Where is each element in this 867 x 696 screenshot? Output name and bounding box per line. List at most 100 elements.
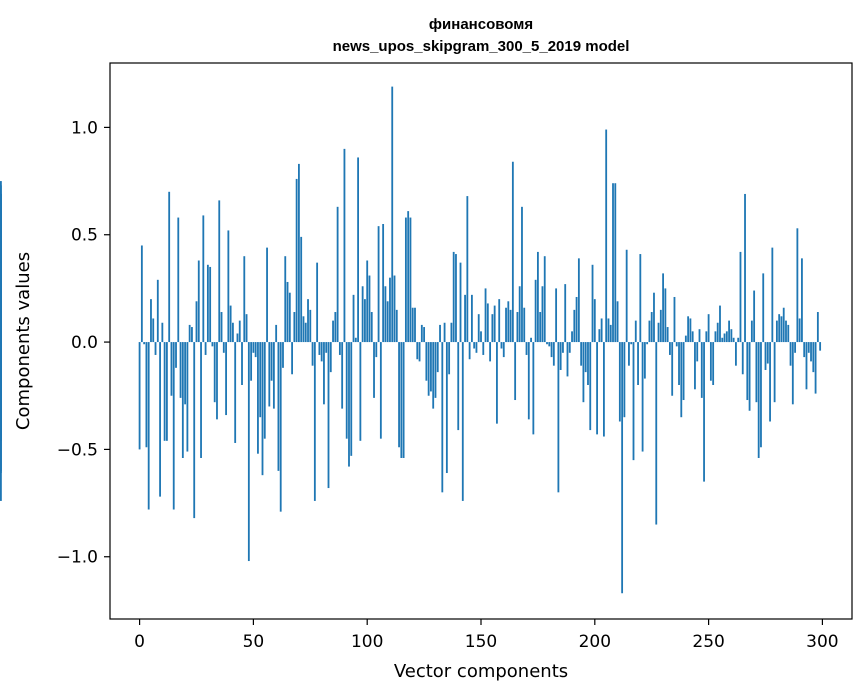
bar [657, 322, 660, 343]
bar [384, 286, 387, 343]
bar [459, 262, 462, 343]
bar [364, 299, 366, 343]
bar [493, 305, 496, 343]
bar [662, 273, 664, 343]
bar [678, 342, 680, 385]
bar [398, 342, 400, 448]
bar [245, 314, 248, 343]
bar [796, 228, 799, 343]
chart-title: финансовомя [429, 16, 533, 33]
bar [293, 312, 296, 343]
bar [755, 342, 758, 403]
bar [368, 275, 371, 343]
bar [807, 342, 810, 353]
bar [209, 266, 212, 343]
bar [359, 342, 362, 441]
bar [282, 342, 284, 368]
bar [491, 314, 494, 343]
bar [648, 320, 651, 343]
bar [728, 320, 730, 343]
bar [757, 342, 760, 458]
bar [389, 277, 391, 343]
bar [163, 342, 166, 441]
bar [552, 342, 555, 366]
bar [634, 320, 637, 343]
bar [523, 307, 526, 343]
y-tick-label: −1.0 [57, 548, 98, 568]
bar [555, 288, 558, 343]
bar [373, 342, 375, 398]
bar [298, 163, 300, 343]
bar [313, 342, 316, 501]
bar [671, 342, 674, 396]
bar [393, 275, 396, 343]
bar [541, 286, 544, 343]
bar [703, 342, 705, 482]
bar [311, 342, 314, 366]
bar [689, 318, 692, 343]
bar [509, 309, 512, 343]
bar [218, 200, 221, 343]
bar [584, 342, 587, 373]
bar [675, 342, 678, 347]
bar [159, 342, 161, 497]
bar [411, 307, 414, 343]
bar [175, 342, 177, 368]
bar [814, 342, 817, 394]
bar [234, 342, 237, 443]
bar [140, 245, 143, 343]
bar [527, 342, 530, 420]
bar [468, 342, 471, 360]
bar [202, 215, 205, 343]
x-tick-label: 100 [351, 632, 383, 652]
bar [637, 342, 639, 385]
bar [336, 206, 339, 343]
bar [621, 342, 624, 594]
bar [382, 224, 385, 343]
bar [345, 342, 348, 439]
x-axis-label: Vector components [394, 661, 568, 682]
bar [489, 342, 492, 362]
bar [320, 342, 323, 362]
bar [338, 342, 341, 355]
bar [486, 303, 489, 343]
bar [787, 324, 790, 343]
bar [773, 342, 776, 403]
bar [329, 342, 332, 373]
bar [543, 256, 546, 343]
bar [477, 314, 480, 343]
x-axis: 0 50 100 150 200 250 300 [134, 619, 839, 652]
bar [750, 320, 753, 343]
bar [603, 342, 605, 437]
bar [709, 342, 712, 381]
bar [263, 342, 266, 439]
bar [470, 294, 473, 343]
bar [646, 342, 649, 345]
bar [769, 342, 771, 422]
bar [630, 342, 633, 345]
bar [532, 342, 535, 435]
y-tick-label: 0.0 [71, 333, 98, 353]
bar [714, 331, 717, 343]
bar [211, 342, 214, 347]
bar [316, 262, 319, 343]
bar [432, 342, 435, 409]
bar [307, 299, 309, 343]
bar [150, 299, 152, 343]
bar [181, 342, 184, 458]
bar [721, 337, 724, 343]
bar [502, 342, 505, 358]
bar [735, 342, 737, 366]
bar [475, 342, 478, 353]
bar [766, 342, 769, 364]
bar [511, 161, 514, 343]
bar [655, 342, 658, 525]
bar [193, 342, 196, 519]
bar [304, 322, 307, 343]
bar [354, 337, 357, 343]
bar [587, 342, 589, 385]
bar [782, 307, 785, 343]
bar [775, 320, 778, 343]
bar [798, 318, 801, 343]
